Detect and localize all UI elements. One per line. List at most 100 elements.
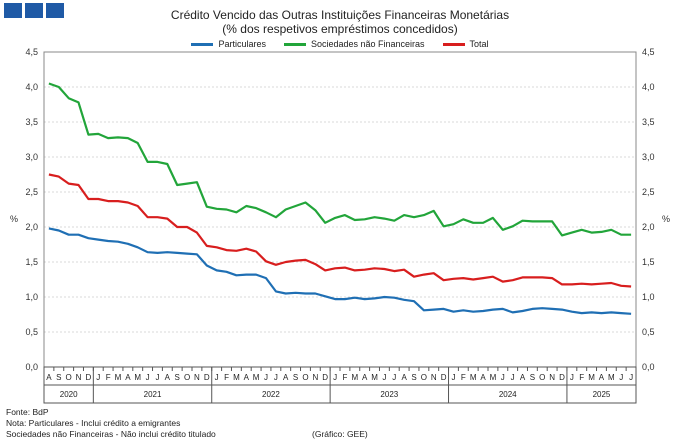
x-tick-label: M — [490, 373, 497, 382]
y-tick-label-left: 1,0 — [25, 292, 38, 302]
y-tick-label-right: 1,0 — [642, 292, 655, 302]
x-tick-label: S — [293, 373, 298, 382]
x-tick-label: N — [312, 373, 318, 382]
logo-blocks — [4, 3, 64, 18]
x-tick-label: M — [115, 373, 122, 382]
x-tick-label: J — [96, 373, 100, 382]
y-tick-label-right: 3,5 — [642, 117, 655, 127]
x-tick-label: M — [608, 373, 615, 382]
logo-block — [4, 3, 22, 18]
y-tick-label-right: 4,0 — [642, 82, 655, 92]
year-label: 2020 — [60, 390, 78, 399]
legend-label: Sociedades não Financeiras — [310, 39, 425, 49]
x-tick-label: A — [599, 373, 605, 382]
x-tick-label: N — [549, 373, 555, 382]
y-tick-label-left: 2,5 — [25, 187, 38, 197]
y-tick-label-left: 4,5 — [25, 47, 38, 57]
x-tick-label: A — [362, 373, 368, 382]
legend-label: Total — [469, 39, 489, 49]
logo-block — [46, 3, 64, 18]
x-tick-label: M — [371, 373, 378, 382]
series-line-sociedades-n-o-financeiras — [48, 82, 632, 237]
x-tick-label: M — [253, 373, 260, 382]
series-line-total — [48, 173, 632, 288]
legend-item-particulares: Particulares — [191, 39, 266, 49]
y-tick-label-left: 3,5 — [25, 117, 38, 127]
legend-item-total: Total — [442, 39, 489, 49]
x-tick-label: J — [215, 373, 219, 382]
x-tick-label: S — [56, 373, 61, 382]
x-tick-label: J — [501, 373, 505, 382]
chart-title: Crédito Vencido das Outras Instituições … — [170, 8, 510, 22]
y-tick-label-left: 1,5 — [25, 257, 38, 267]
x-tick-label: D — [559, 373, 565, 382]
legend-item-sociedades: Sociedades não Financeiras — [283, 39, 425, 49]
y-tick-label-left: 0,5 — [25, 327, 38, 337]
year-label: 2022 — [262, 390, 280, 399]
legend-label: Particulares — [218, 39, 266, 49]
plot-frame — [43, 51, 637, 368]
legend-swatch — [442, 42, 465, 46]
x-tick-label: M — [351, 373, 358, 382]
y-tick-label-left: 0,0 — [25, 362, 38, 372]
x-tick-label: N — [194, 373, 200, 382]
chart-credit: (Gráfico: GEE) — [312, 429, 368, 439]
y-tick-label-right: 3,0 — [642, 152, 655, 162]
x-tick-label: A — [283, 373, 289, 382]
x-tick-label: A — [165, 373, 171, 382]
legend: Particulares Sociedades não Financeiras … — [0, 39, 680, 49]
x-tick-label: J — [619, 373, 623, 382]
y-tick-label-right: 0,5 — [642, 327, 655, 337]
x-tick-label: M — [134, 373, 141, 382]
x-tick-label: J — [333, 373, 337, 382]
x-tick-label: F — [106, 373, 111, 382]
x-tick-label: D — [204, 373, 210, 382]
x-tick-label: N — [76, 373, 82, 382]
legend-swatch — [283, 42, 306, 46]
x-tick-label: M — [233, 373, 240, 382]
x-tick-label: M — [470, 373, 477, 382]
x-tick-label: A — [46, 373, 52, 382]
footer-source: Fonte: BdP — [6, 407, 49, 417]
x-tick-label: J — [570, 373, 574, 382]
year-label: 2023 — [380, 390, 398, 399]
x-tick-label: M — [588, 373, 595, 382]
x-tick-label: J — [629, 373, 633, 382]
x-tick-label: J — [382, 373, 386, 382]
x-tick-label: F — [461, 373, 466, 382]
x-tick-label: J — [155, 373, 159, 382]
year-label: 2021 — [144, 390, 162, 399]
series-line-particulares — [48, 227, 632, 315]
y-tick-label-left: 2,0 — [25, 222, 38, 232]
y-tick-label-right: 2,0 — [642, 222, 655, 232]
x-tick-label: A — [125, 373, 131, 382]
x-tick-label: F — [342, 373, 347, 382]
x-tick-label: J — [451, 373, 455, 382]
y-tick-label-left: 4,0 — [25, 82, 38, 92]
x-tick-label: A — [480, 373, 486, 382]
x-tick-label: A — [401, 373, 407, 382]
x-tick-label: S — [530, 373, 535, 382]
x-tick-label: F — [224, 373, 229, 382]
year-label: 2024 — [499, 390, 517, 399]
x-tick-label: O — [421, 373, 427, 382]
x-tick-label: F — [579, 373, 584, 382]
x-tick-label: N — [431, 373, 437, 382]
x-tick-label: J — [274, 373, 278, 382]
footer-note-2: Sociedades não Financeiras - Não inclui … — [6, 429, 216, 439]
x-tick-label: J — [392, 373, 396, 382]
y-tick-label-right: 2,5 — [642, 187, 655, 197]
x-tick-label: O — [184, 373, 190, 382]
year-label: 2025 — [593, 390, 611, 399]
x-tick-label: O — [302, 373, 308, 382]
x-tick-label: S — [175, 373, 180, 382]
x-tick-label: A — [244, 373, 250, 382]
x-tick-label: D — [441, 373, 447, 382]
x-tick-label: J — [511, 373, 515, 382]
y-axis-label-right: % — [662, 214, 670, 224]
x-tick-label: J — [264, 373, 268, 382]
x-tick-label: O — [66, 373, 72, 382]
y-axis-label-left: % — [10, 214, 18, 224]
y-tick-label-right: 4,5 — [642, 47, 655, 57]
y-tick-label-right: 0,0 — [642, 362, 655, 372]
